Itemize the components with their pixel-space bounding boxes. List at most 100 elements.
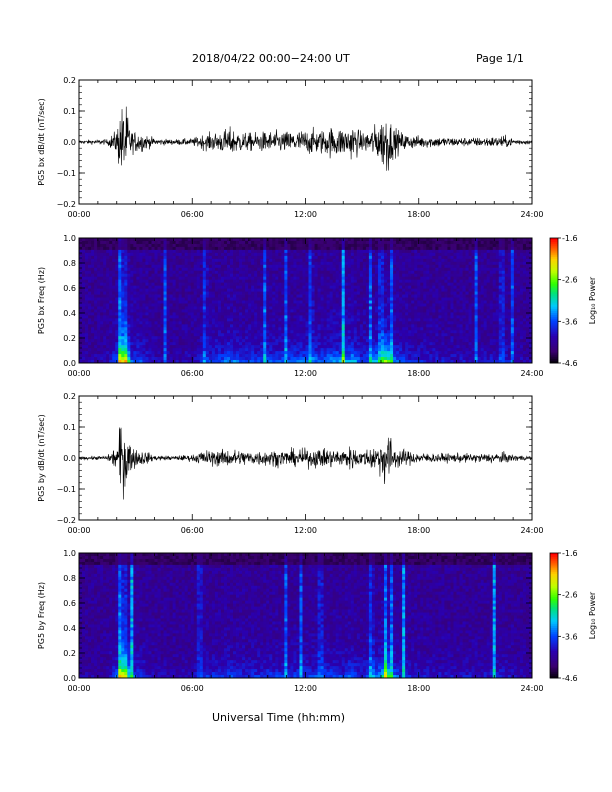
spectrogram-cell: [353, 351, 358, 355]
spectrogram-cell: [190, 288, 195, 292]
spectrogram-cell: [217, 357, 222, 361]
spectrogram-cell: [214, 249, 219, 254]
spectrogram-cell: [314, 246, 318, 251]
spectrogram-cell: [190, 315, 195, 319]
spectrogram-cell: [423, 240, 427, 245]
spectrogram-cell: [178, 300, 183, 304]
spectrogram-cell: [233, 351, 237, 355]
spectrogram-cell: [414, 249, 418, 254]
spectrogram-cell: [109, 339, 113, 343]
spectrogram-cell: [242, 258, 246, 263]
spectrogram-cell: [115, 285, 119, 289]
spectrogram-cell: [305, 276, 309, 281]
spectrogram-cell: [308, 243, 312, 248]
spectrogram-cell: [248, 309, 252, 313]
spectrogram-cell: [260, 238, 264, 242]
spectrogram-cell: [393, 342, 397, 346]
spectrogram-cell: [329, 303, 334, 307]
spectrogram-cell: [193, 240, 198, 245]
spectrogram-cell: [377, 333, 382, 337]
spectrogram-cell: [214, 342, 219, 346]
spectrogram-cell: [196, 285, 201, 289]
spectrogram-cell: [214, 270, 219, 275]
spectrogram-cell: [329, 324, 334, 328]
spectrogram-cell: [103, 351, 107, 355]
spectrogram-cell: [139, 351, 143, 355]
spectrogram-cell: [420, 348, 424, 352]
spectrogram-cell: [390, 282, 394, 287]
spectrogram-cell: [374, 342, 379, 346]
spectrogram-cell: [384, 273, 388, 278]
spectrogram-cell: [368, 297, 373, 301]
spectrogram-cell: [371, 300, 376, 304]
spectrogram-cell: [278, 252, 282, 257]
spectrogram-cell: [374, 291, 379, 295]
spectrogram-cell: [356, 306, 361, 310]
spectrogram-cell: [85, 318, 89, 322]
spectrogram-cell: [266, 312, 270, 316]
spectrogram-cell: [344, 243, 349, 248]
spectrogram-cell: [374, 306, 379, 310]
spectrogram-cell: [187, 276, 192, 281]
spectrogram-cell: [362, 276, 367, 281]
spectrogram-cell: [157, 294, 161, 298]
spectrogram-cell: [308, 348, 312, 352]
spectrogram-cell: [302, 294, 306, 298]
spectrogram-cell: [344, 288, 349, 292]
spectrogram-cell: [205, 351, 210, 355]
spectrogram-cell: [103, 261, 107, 266]
spectrogram-cell: [148, 261, 152, 266]
spectrogram-cell: [226, 318, 231, 322]
spectrogram-cell: [175, 276, 180, 281]
spectrogram-cell: [387, 339, 391, 343]
spectrogram-cell: [278, 297, 282, 301]
spectrogram-cell: [420, 354, 424, 358]
spectrogram-cell: [305, 291, 309, 295]
spectrogram-cell: [214, 345, 219, 349]
spectrogram-cell: [290, 297, 294, 301]
spectrogram-cell: [109, 318, 113, 322]
spectrogram-cell: [359, 279, 364, 284]
spectrogram-cell: [220, 315, 225, 319]
spectrogram-cell: [263, 342, 267, 346]
spectrogram-cell: [260, 360, 264, 364]
spectrogram-cell: [211, 357, 216, 361]
spectrogram-cell: [236, 297, 240, 301]
spectrogram-cell: [426, 327, 430, 331]
spectrogram-cell: [175, 273, 180, 278]
spectrogram-cell: [284, 351, 288, 355]
spectrogram-cell: [323, 348, 328, 352]
spectrogram-cell: [411, 303, 415, 307]
spectrogram-cell: [293, 318, 297, 322]
spectrogram-cell: [248, 324, 252, 328]
spectrogram-cell: [356, 309, 361, 313]
spectrogram-cell: [411, 294, 415, 298]
spectrogram-cell: [136, 258, 140, 263]
spectrogram-cell: [405, 354, 409, 358]
spectrogram-cell: [160, 330, 164, 334]
spectrogram-cell: [293, 264, 297, 269]
spectrogram-cell: [293, 306, 297, 310]
spectrogram-cell: [368, 306, 373, 310]
spectrogram-cell: [226, 261, 231, 266]
spectrogram-cell: [220, 238, 225, 242]
spectrogram-cell: [157, 354, 161, 358]
spectrogram-cell: [371, 246, 376, 251]
spectrogram-cell: [296, 282, 300, 287]
spectrogram-cell: [242, 243, 246, 248]
spectrogram-cell: [368, 270, 373, 275]
spectrogram-cell: [287, 357, 291, 361]
spectrogram-cell: [166, 249, 170, 254]
spectrogram-cell: [193, 336, 198, 340]
spectrogram-cell: [220, 342, 225, 346]
spectrogram-cell: [233, 240, 237, 245]
spectrogram-cell: [103, 348, 107, 352]
spectrogram-cell: [166, 282, 170, 287]
spectrogram-cell: [214, 306, 219, 310]
spectrogram-cell: [420, 294, 424, 298]
spectrogram-cell: [242, 300, 246, 304]
spectrogram-cell: [362, 285, 367, 289]
spectrogram-cell: [423, 357, 427, 361]
spectrogram-cell: [414, 258, 418, 263]
spectrogram-cell: [230, 270, 234, 275]
